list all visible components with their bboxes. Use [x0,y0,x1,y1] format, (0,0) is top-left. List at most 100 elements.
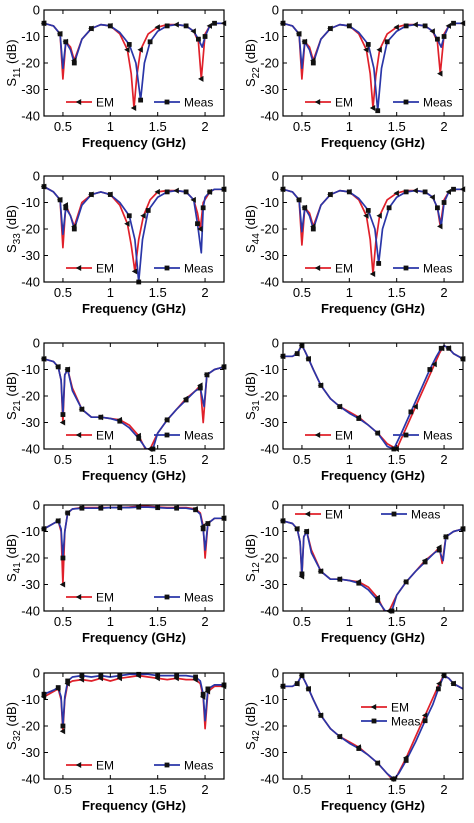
x-axis-label: Frequency (GHz) [82,630,186,645]
y-tick-label: -30 [21,745,40,760]
data-point-meas [294,351,300,356]
series-line-meas [44,185,224,282]
data-point-em [197,226,203,232]
x-axis-label: Frequency (GHz) [321,798,425,813]
legend-label-em: EM [96,96,114,110]
y-axis-label-unit: (dB) [4,534,19,562]
data-point-meas [164,189,170,195]
data-point-meas [212,20,217,26]
data-point-meas [196,36,201,42]
data-point-meas [65,510,71,516]
y-axis-label-subscript: 11 [12,67,23,78]
y-axis-label-main: S [4,244,19,253]
x-tick-label: 0.5 [293,452,311,467]
y-tick-label: -40 [260,109,279,124]
legend: EM Meas [295,508,440,522]
data-point-meas [403,758,409,763]
x-tick-label: 1.5 [388,614,406,629]
x-tick-label: 0.5 [54,614,72,629]
y-tick-label: -10 [260,362,279,377]
y-axis-label-subscript: 42 [251,730,262,742]
x-tick-label: 1.5 [388,452,406,467]
x-tick-label: 1.5 [149,452,167,467]
y-tick-label: -30 [260,82,279,97]
y-tick-label: -10 [260,29,279,44]
chart-panel-6: 0.5 1 1.5 2 0 -10 -20 -30 -40 Frequency (GHz) S31 … [243,336,466,483]
chart-panel-3: 0.5 1 1.5 2 0 -10 -20 -30 -40 Frequency (GHz) S33 … [4,169,227,316]
y-tick-label: 0 [272,498,279,513]
data-point-meas [365,42,371,47]
data-point-em [137,46,143,53]
legend-label-em: EM [325,508,343,522]
y-tick-label: -30 [21,415,40,430]
data-point-em [429,194,435,201]
y-axis-label: S32 (dB) [4,702,23,750]
y-tick-label: -10 [21,692,40,707]
data-point-meas [126,42,132,47]
data-point-meas [117,505,123,511]
y-axis-label-subscript: 41 [12,562,23,574]
data-point-em [445,22,451,29]
legend-label-em: EM [335,96,353,110]
y-axis-label: S31 (dB) [243,372,262,420]
legend-label-em: EM [96,759,114,773]
y-axis-label-subscript: 31 [251,400,262,412]
data-point-meas [337,734,343,739]
x-tick-label: 1.5 [388,119,406,134]
x-tick-label: 0.5 [54,782,72,797]
chart-panel-2: 0.5 1 1.5 2 0 -10 -20 -30 -40 Frequency (GHz) S22 … [243,3,466,150]
x-tick-label: 2 [201,452,208,467]
data-point-meas [138,97,144,103]
data-point-em [154,24,160,31]
x-tick-label: 0.5 [54,452,72,467]
x-tick-label: 1 [107,782,114,797]
data-point-meas [71,226,77,232]
y-axis-label-main: S [243,573,258,582]
x-tick-label: 0.5 [54,285,72,300]
y-tick-label: -20 [21,719,40,734]
x-axis-label: Frequency (GHz) [82,301,186,316]
data-point-meas [318,383,324,388]
data-point-meas [375,598,381,603]
data-point-em [429,28,435,35]
y-axis-label: S21 (dB) [4,372,23,420]
data-point-meas [365,208,371,213]
y-tick-label: -30 [21,82,40,97]
data-point-em [124,46,130,53]
data-point-meas [63,39,69,45]
data-point-meas [422,559,428,565]
legend-marker-meas [164,99,170,105]
data-point-meas [197,385,203,391]
x-tick-label: 2 [440,782,447,797]
data-point-meas [294,526,300,532]
legend: EM Meas [66,759,213,773]
data-point-meas [200,205,206,211]
series-line-meas [44,673,224,727]
y-tick-label: -20 [21,222,40,237]
y-tick-label: -30 [21,577,40,592]
y-tick-label: -40 [21,275,40,290]
x-tick-label: 2 [201,614,208,629]
y-axis-label-unit: (dB) [4,39,19,67]
data-point-em [393,190,399,197]
y-tick-label: -30 [260,577,279,592]
legend: EM Meas [66,96,213,110]
data-point-meas [441,34,447,39]
data-point-meas [318,568,324,574]
data-point-meas [306,356,311,362]
x-tick-label: 1.5 [149,782,167,797]
x-tick-label: 2 [440,119,447,134]
x-tick-label: 1 [107,285,114,300]
x-tick-label: 0.5 [293,285,311,300]
data-point-meas [65,678,71,684]
legend-marker-em [75,432,82,438]
data-point-meas [376,261,382,266]
y-axis-label: S42 (dB) [243,702,262,750]
data-point-meas [55,364,61,370]
y-axis-label-main: S [4,78,19,87]
y-tick-label: 0 [33,3,40,18]
data-point-meas [136,436,142,441]
x-axis-label: Frequency (GHz) [321,135,425,150]
data-point-meas [296,31,302,37]
